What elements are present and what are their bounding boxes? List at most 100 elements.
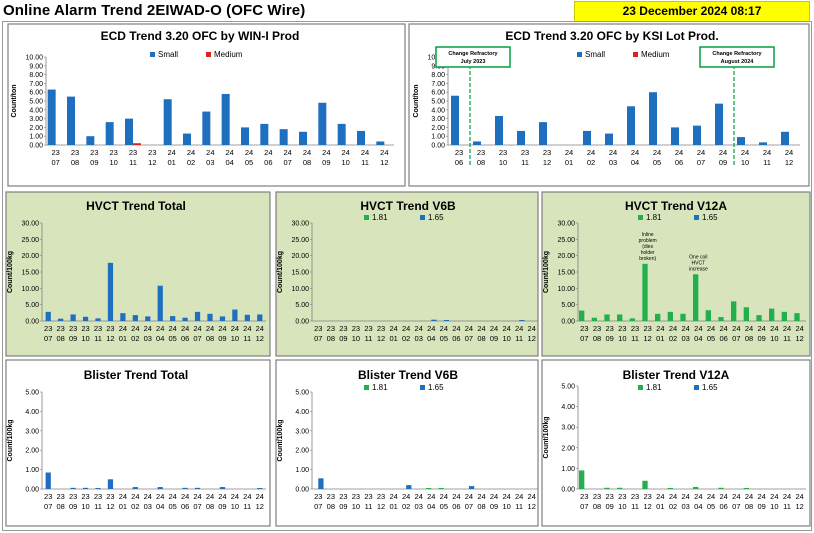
x-tick-label: 11 [515,502,523,511]
x-tick-label: 23 [339,324,347,333]
x-tick-label: 10 [352,502,360,511]
y-tick-label: 15.00 [557,270,575,277]
x-tick-label: 03 [415,334,423,343]
x-tick-label: 01 [119,334,127,343]
x-tick-label: 05 [168,502,176,511]
y-tick-label: 1.00 [561,466,575,473]
bar [219,487,226,489]
x-tick-label: 24 [231,492,239,501]
x-tick-label: 10 [770,502,778,511]
bar [718,487,724,489]
x-tick-label: 07 [44,502,52,511]
x-tick-label: 23 [605,324,613,333]
bar [591,317,597,321]
x-tick-label: 12 [106,502,114,511]
bar [232,309,238,321]
bar [183,133,191,145]
x-tick-label: 11 [94,334,102,343]
x-tick-label: 23 [643,324,651,333]
x-tick-label: 24 [587,148,595,157]
x-tick-label: 24 [732,492,740,501]
y-tick-label: 4.00 [561,404,575,411]
legend-swatch [420,215,425,220]
legend-label: 1.81 [646,383,662,392]
bar [667,311,673,321]
chart-ecd-ksi: ECD Trend 3.20 OFC by KSI Lot Prod. 0.00 1… [408,23,810,187]
dashboard-frame [2,21,812,531]
x-tick-label: 24 [168,492,176,501]
refractory-callout-label: July 2023 [461,59,486,65]
chart-panel [7,23,406,187]
x-tick-label: 24 [119,492,127,501]
bar [318,102,327,145]
x-tick-label: 23 [148,148,156,157]
x-tick-label: 24 [515,492,523,501]
bar [70,314,76,321]
x-tick-label: 24 [477,324,485,333]
y-tick-label: 5.00 [29,99,43,106]
bar [257,314,263,321]
x-tick-label: 24 [322,148,330,157]
x-tick-label: 24 [131,324,139,333]
y-tick-label: 15.00 [21,270,39,277]
bar [170,316,176,321]
bar [318,478,324,489]
bar [579,470,585,489]
bar [221,93,230,145]
x-tick-label: 10 [352,334,360,343]
x-tick-label: 09 [605,502,613,511]
refractory-callout-box [699,46,775,68]
x-tick-label: 11 [763,158,771,167]
bar [743,487,749,489]
x-tick-label: 01 [119,502,127,511]
x-tick-label: 24 [452,492,460,501]
x-tick-label: 12 [643,502,651,511]
x-tick-label: 23 [327,492,335,501]
chart-panel [5,191,271,357]
bar [45,311,51,321]
legend-label: Medium [641,50,670,59]
x-tick-label: 09 [218,334,226,343]
bar [667,487,673,489]
x-tick-label: 23 [543,148,551,157]
y-axis-label: Count/100kg [277,419,284,461]
bar [438,488,444,489]
bar [70,487,76,489]
chart-title: HVCT Trend V6B [360,199,456,213]
chart-blister-v12a: Blister Trend V12A 0.00 1.00 2.00 3.00 4.00 5.… [541,359,811,527]
x-tick-label: 08 [56,502,64,511]
x-tick-label: 23 [521,148,529,157]
x-tick-label: 01 [167,158,175,167]
bar [627,106,635,145]
y-tick-label: 5.00 [25,390,39,397]
annotation-text: HVCT [692,260,706,266]
x-tick-label: 06 [719,334,727,343]
x-tick-label: 04 [156,502,164,511]
y-tick-label: 2.00 [29,125,43,132]
x-tick-label: 02 [402,502,410,511]
chart-title: Blister Trend V6B [358,368,458,382]
x-tick-label: 24 [783,324,791,333]
x-tick-label: 24 [380,148,388,157]
y-tick-label: 2.00 [25,448,39,455]
y-tick-label: 7.00 [431,81,445,88]
bar [451,95,459,145]
x-tick-label: 09 [757,502,765,511]
chart-hvct-total: HVCT Trend Total 0.00 5.00 10.00 15.00 20.00 2… [5,191,271,357]
y-tick-label: 1.00 [295,467,309,474]
y-axis-label: Count/100kg [7,251,14,293]
x-tick-label: 09 [490,502,498,511]
x-tick-label: 02 [131,334,139,343]
bar [583,130,591,145]
bar [82,487,89,489]
x-tick-label: 01 [656,502,664,511]
x-tick-label: 09 [339,502,347,511]
bar [82,316,89,321]
x-tick-label: 09 [605,334,613,343]
x-tick-label: 08 [593,334,601,343]
x-tick-label: 04 [225,158,233,167]
x-tick-label: 24 [181,324,189,333]
x-tick-label: 01 [656,334,664,343]
x-tick-label: 08 [303,158,311,167]
x-tick-label: 12 [528,334,536,343]
